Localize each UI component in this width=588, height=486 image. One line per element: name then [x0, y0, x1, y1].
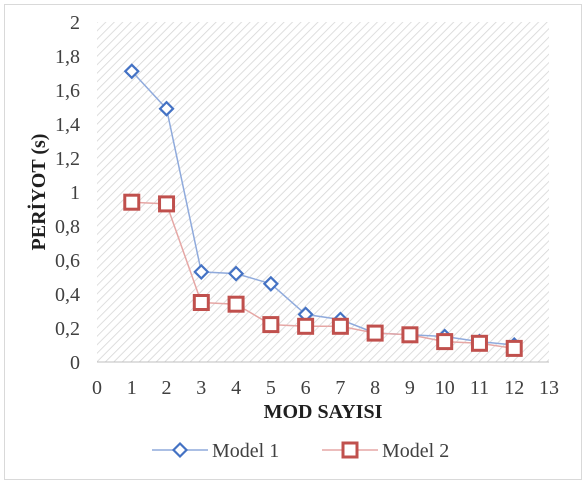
x-tick-label: 10: [435, 377, 455, 399]
plot-area: [97, 22, 549, 362]
y-tick-label: 0,6: [55, 250, 80, 272]
y-tick-label: 2: [70, 12, 80, 34]
legend-label: Model 1: [212, 440, 279, 462]
data-point-model-2: [158, 195, 176, 213]
data-point-model-2: [297, 317, 315, 335]
data-point-model-2: [262, 316, 280, 334]
x-tick-label: 7: [335, 377, 345, 399]
data-point-model-2: [192, 294, 210, 311]
x-tick-label: 13: [539, 377, 559, 399]
data-point-model-1: [193, 263, 210, 280]
data-point-model-2: [401, 326, 419, 344]
y-tick-label: 1,2: [55, 148, 80, 170]
data-point-model-1: [228, 265, 245, 282]
x-tick-label: 3: [196, 377, 206, 399]
data-point-model-1: [262, 275, 279, 292]
y-tick-label: 1,8: [55, 46, 80, 68]
x-tick-label: 9: [405, 377, 415, 399]
x-tick-label: 4: [231, 377, 241, 399]
data-point-model-2: [366, 324, 384, 342]
legend-marker: [171, 441, 189, 459]
x-tick-label: 2: [162, 377, 172, 399]
legend: Model 1 Model 2: [152, 440, 449, 462]
y-tick-label: 1,6: [55, 80, 80, 102]
legend-label: Model 2: [382, 440, 449, 462]
y-tick-label: 0,4: [55, 284, 80, 306]
data-point-model-2: [331, 317, 349, 335]
x-axis-title: MOD SAYISI: [264, 401, 383, 423]
x-tick-labels: 0 1 2 3 4 5 6 7 8 9 10 11 12 13: [92, 377, 559, 399]
x-tick-label: 11: [470, 377, 489, 399]
x-tick-label: 0: [92, 377, 102, 399]
y-axis-title: PERİYOT (s): [26, 134, 50, 251]
y-tick-label: 0,2: [55, 318, 80, 340]
legend-marker: [341, 441, 359, 459]
data-point-model-2: [436, 333, 454, 351]
series-markers: [123, 63, 523, 357]
y-tick-labels: 0 0,2 0,4 0,6 0,8 1 1,2 1,4 1,6 1,8 2: [55, 12, 80, 374]
x-tick-label: 6: [301, 377, 311, 399]
data-point-model-1: [158, 100, 175, 117]
data-point-model-1: [123, 63, 140, 80]
x-tick-label: 12: [504, 377, 524, 399]
x-tick-label: 1: [127, 377, 137, 399]
data-point-model-2: [227, 295, 245, 313]
y-tick-label: 1: [70, 182, 80, 204]
y-tick-label: 0,8: [55, 216, 80, 238]
y-tick-label: 1,4: [55, 114, 80, 136]
x-tick-label: 8: [370, 377, 380, 399]
data-point-model-2: [505, 339, 523, 357]
x-tick-label: 5: [266, 377, 276, 399]
data-point-model-2: [470, 334, 488, 352]
data-point-model-2: [123, 193, 141, 211]
y-tick-label: 0: [70, 352, 80, 374]
